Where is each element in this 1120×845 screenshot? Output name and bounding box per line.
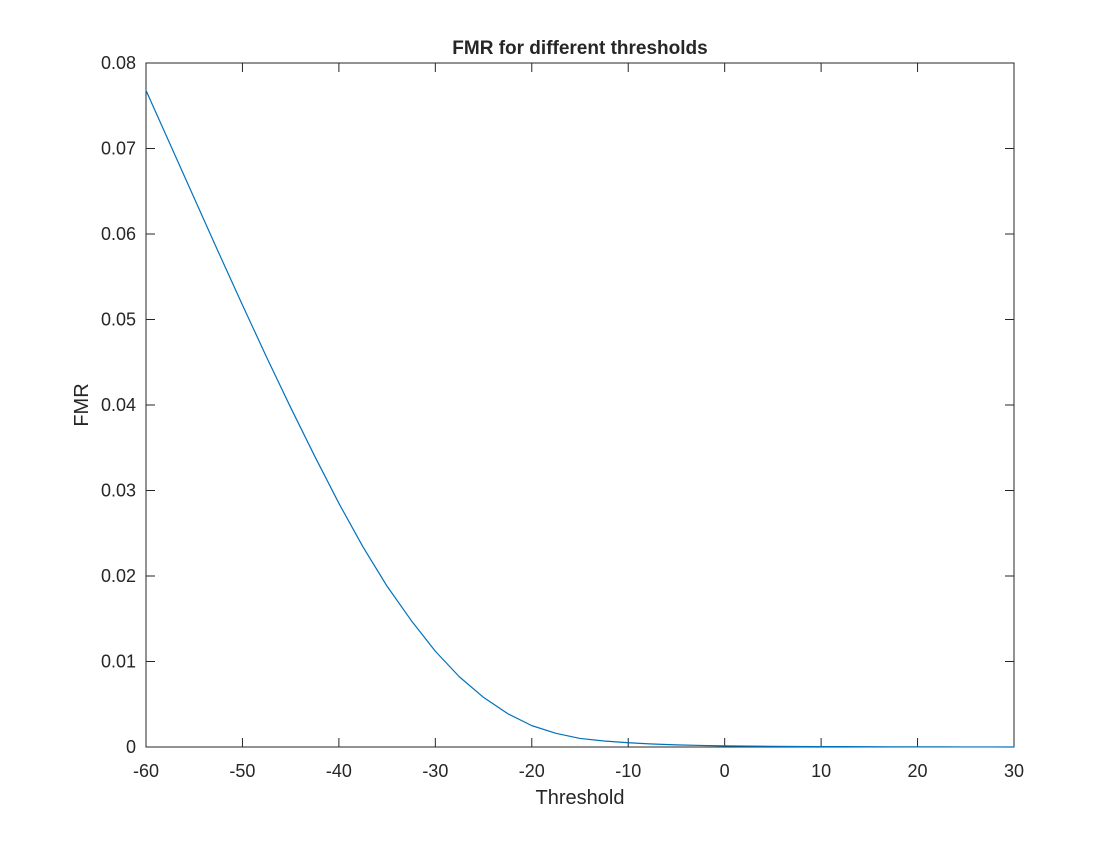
series-line [145, 89, 1015, 748]
y-tick-label: 0.02 [101, 566, 136, 586]
plot-area [145, 62, 1015, 748]
x-axis-label: Threshold [536, 787, 625, 809]
series-layer [145, 89, 1015, 748]
y-tick-label: 0.06 [101, 224, 136, 244]
y-axis-label: FMR [71, 383, 93, 426]
x-tick-label: -30 [422, 761, 448, 781]
x-tick-label: -50 [229, 761, 255, 781]
y-tick-label: 0.07 [101, 139, 136, 159]
y-tick-label: 0.05 [101, 310, 136, 330]
chart-title: FMR for different thresholds [452, 38, 707, 59]
y-tick-label: 0 [126, 737, 136, 757]
x-tick-label: -60 [133, 761, 159, 781]
x-tick-label: -20 [519, 761, 545, 781]
x-tick-label: 10 [811, 761, 831, 781]
x-axis-ticks: -60 -50 -40 -30 -20 -10 0 10 20 30 [133, 63, 1024, 781]
y-tick-label: 0.01 [101, 652, 136, 672]
x-tick-label: -10 [615, 761, 641, 781]
x-tick-label: 30 [1004, 761, 1024, 781]
y-tick-label: 0.04 [101, 395, 136, 415]
y-tick-label: 0.08 [101, 53, 136, 73]
x-tick-label: 0 [720, 761, 730, 781]
y-tick-label: 0.03 [101, 481, 136, 501]
y-axis-ticks: 0 0.01 0.02 0.03 0.04 0.05 0.06 0.07 0.08 [101, 53, 1014, 757]
x-tick-label: -40 [326, 761, 352, 781]
x-tick-label: 20 [908, 761, 928, 781]
